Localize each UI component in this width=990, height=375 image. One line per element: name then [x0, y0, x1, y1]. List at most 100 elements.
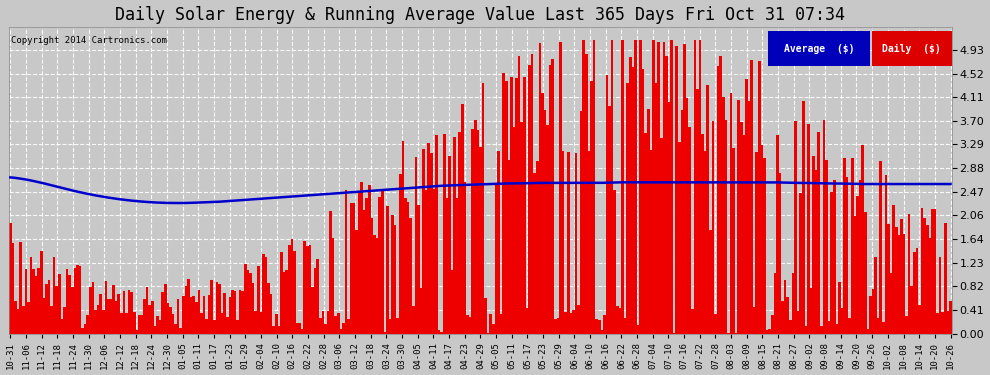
Bar: [345, 190, 347, 333]
Bar: [141, 315, 144, 333]
Bar: [649, 150, 652, 333]
Bar: [14, 302, 17, 333]
Bar: [843, 158, 845, 333]
Bar: [662, 42, 665, 333]
Bar: [311, 286, 314, 333]
Bar: [738, 100, 740, 333]
Bar: [941, 312, 944, 333]
Bar: [903, 234, 905, 333]
Bar: [433, 189, 436, 333]
Bar: [417, 205, 420, 333]
Bar: [577, 305, 580, 333]
Bar: [905, 316, 908, 333]
Bar: [50, 306, 52, 333]
Bar: [569, 314, 572, 333]
Bar: [747, 101, 750, 333]
Bar: [283, 272, 285, 333]
Bar: [458, 132, 461, 333]
Bar: [828, 321, 831, 333]
Bar: [637, 326, 640, 333]
Bar: [229, 297, 231, 333]
Bar: [161, 292, 164, 333]
Bar: [73, 268, 76, 333]
Bar: [9, 223, 12, 333]
Bar: [892, 205, 895, 333]
Bar: [704, 151, 707, 333]
Bar: [471, 129, 474, 333]
Bar: [590, 81, 593, 333]
Bar: [869, 296, 872, 333]
Bar: [158, 320, 161, 333]
Bar: [619, 308, 621, 333]
Bar: [551, 59, 554, 333]
Bar: [640, 40, 642, 333]
Bar: [391, 215, 394, 333]
Bar: [118, 294, 120, 333]
Bar: [89, 287, 92, 333]
Bar: [105, 280, 107, 333]
Bar: [714, 314, 717, 333]
Bar: [781, 301, 784, 333]
Bar: [394, 225, 396, 333]
Bar: [455, 198, 458, 333]
Bar: [97, 305, 99, 333]
Bar: [171, 314, 174, 333]
Bar: [946, 310, 949, 333]
Bar: [76, 266, 79, 333]
Bar: [288, 245, 290, 333]
Bar: [585, 54, 588, 333]
Bar: [919, 305, 921, 333]
Bar: [370, 218, 373, 333]
Bar: [508, 160, 510, 333]
Bar: [349, 203, 352, 333]
Bar: [192, 296, 195, 333]
Bar: [293, 251, 296, 333]
Bar: [755, 152, 758, 333]
Bar: [355, 230, 357, 333]
Bar: [126, 313, 128, 333]
Bar: [234, 291, 237, 333]
Bar: [797, 310, 799, 333]
Bar: [216, 282, 218, 333]
Bar: [48, 280, 50, 333]
Bar: [231, 290, 234, 333]
Bar: [513, 127, 515, 333]
Bar: [479, 147, 482, 333]
Bar: [60, 319, 63, 333]
Bar: [877, 318, 879, 333]
Bar: [921, 208, 924, 333]
Bar: [634, 40, 637, 333]
Bar: [52, 257, 55, 333]
Bar: [476, 130, 479, 333]
Bar: [526, 308, 529, 333]
Bar: [412, 306, 415, 333]
Bar: [272, 326, 275, 333]
Bar: [335, 316, 337, 333]
Bar: [443, 135, 446, 333]
Bar: [879, 161, 882, 333]
Bar: [337, 313, 340, 333]
Bar: [195, 302, 198, 333]
Bar: [198, 290, 200, 333]
Bar: [773, 273, 776, 333]
Bar: [123, 291, 126, 333]
Bar: [17, 309, 20, 333]
Bar: [43, 298, 46, 333]
Bar: [536, 162, 539, 333]
Bar: [588, 151, 590, 333]
Bar: [151, 302, 153, 333]
Bar: [627, 83, 629, 333]
Bar: [347, 319, 349, 333]
Bar: [776, 135, 779, 333]
Bar: [38, 268, 40, 333]
Bar: [750, 60, 753, 333]
Bar: [763, 158, 766, 333]
Bar: [853, 216, 856, 333]
Bar: [211, 280, 213, 333]
Bar: [332, 238, 335, 333]
Bar: [657, 42, 660, 333]
Bar: [872, 289, 874, 333]
Bar: [683, 44, 686, 333]
Bar: [314, 268, 317, 333]
Bar: [807, 124, 810, 333]
